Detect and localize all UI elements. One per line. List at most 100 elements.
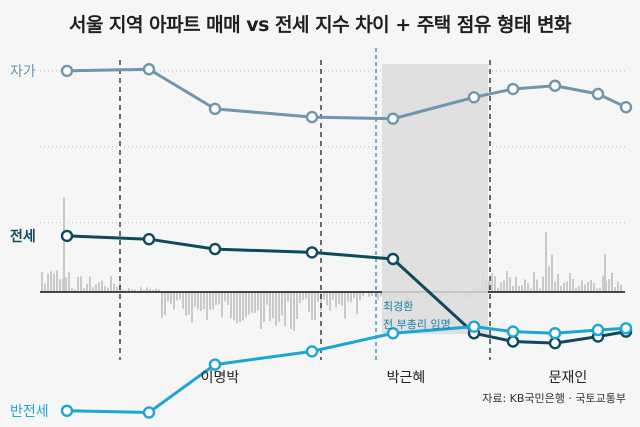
background-bar (41, 271, 43, 292)
background-bar (368, 292, 370, 297)
background-bar (122, 289, 124, 292)
background-bar (380, 292, 382, 297)
data-point (386, 112, 400, 125)
background-bar (203, 292, 205, 310)
background-bar (149, 289, 151, 292)
background-bar (602, 275, 604, 292)
background-bar (89, 276, 91, 292)
background-bar (344, 292, 346, 319)
background-bar (545, 232, 547, 292)
background-bar (161, 292, 163, 318)
background-bar (284, 292, 286, 327)
data-point (467, 320, 481, 333)
era-dividers (119, 48, 491, 360)
data-point (591, 87, 605, 101)
background-bar (63, 197, 65, 292)
background-bar (356, 292, 358, 315)
background-bar (326, 292, 328, 306)
background-bar (536, 279, 538, 292)
series-line (66, 325, 627, 414)
background-bar (347, 292, 349, 302)
background-bar (224, 292, 226, 302)
era-label: 이명박 (201, 370, 240, 386)
background-bar (329, 292, 331, 311)
background-bar (620, 284, 622, 292)
background-bar (617, 281, 619, 292)
background-bar (500, 282, 502, 292)
background-bar (179, 292, 181, 300)
background-bar (236, 292, 238, 324)
background-bar (338, 292, 340, 304)
background-bar (113, 283, 115, 292)
background-bar (125, 290, 127, 292)
data-point (386, 327, 400, 340)
background-bar (362, 292, 364, 297)
background-bar (143, 290, 145, 292)
background-bar (56, 270, 58, 292)
background-bar (290, 292, 292, 329)
background-bar (305, 292, 307, 299)
chart-title: 서울 지역 아파트 매매 vs 전세 지수 차이 + 주택 점유 형태 변화 (68, 14, 572, 36)
background-bar (68, 272, 70, 292)
background-bar (221, 292, 223, 318)
background-bar (512, 286, 514, 292)
background-bar (611, 272, 613, 292)
background-bar (596, 288, 598, 292)
background-bar (497, 288, 499, 292)
background-bar (182, 292, 184, 309)
background-bar (278, 292, 280, 322)
background-bar (299, 292, 301, 304)
background-bar (488, 281, 490, 292)
background-bar (614, 287, 616, 292)
background-bar (572, 278, 574, 292)
background-bar (569, 272, 571, 292)
background-bar (566, 281, 568, 292)
background-bar (311, 292, 313, 320)
background-bar (152, 290, 154, 292)
background-bar (266, 292, 268, 305)
background-bar (515, 276, 517, 292)
background-bar (242, 292, 244, 321)
background-bar (251, 292, 253, 313)
background-bar (233, 292, 235, 321)
era-labels: 이명박 박근혜 문재인 (201, 370, 588, 386)
series-label: 자가 (10, 64, 36, 80)
annotation-line1: 최경환 (383, 300, 413, 313)
background-bar (563, 282, 565, 292)
background-bar (308, 292, 310, 312)
background-bar (65, 277, 67, 292)
background-bar (491, 273, 493, 292)
background-bar (494, 276, 496, 292)
background-bar (320, 292, 322, 311)
background-bar (521, 285, 523, 292)
background-bar (200, 292, 202, 311)
series-line (66, 234, 627, 345)
background-bar (80, 276, 82, 292)
background-bar (194, 292, 196, 307)
background-bar (335, 292, 337, 308)
background-bar (332, 292, 334, 300)
background-bar (176, 292, 178, 301)
data-point (60, 404, 74, 417)
background-bar (146, 287, 148, 292)
background-bar (560, 285, 562, 292)
background-bar (245, 292, 247, 318)
series-line (66, 67, 627, 121)
background-bar (260, 292, 262, 330)
background-bar (53, 273, 55, 292)
background-bar (314, 292, 316, 320)
data-point (142, 63, 156, 76)
background-bar (218, 292, 220, 305)
background-bar (341, 292, 343, 306)
background-bar (227, 292, 229, 306)
background-bar (599, 287, 601, 292)
data-point (142, 406, 156, 419)
background-bar (323, 292, 325, 300)
background-bar (95, 284, 97, 292)
annotation-line2: 전 부총리 임명 (383, 318, 451, 331)
data-point (305, 110, 319, 124)
data-point (305, 345, 319, 358)
background-bar (74, 289, 76, 292)
